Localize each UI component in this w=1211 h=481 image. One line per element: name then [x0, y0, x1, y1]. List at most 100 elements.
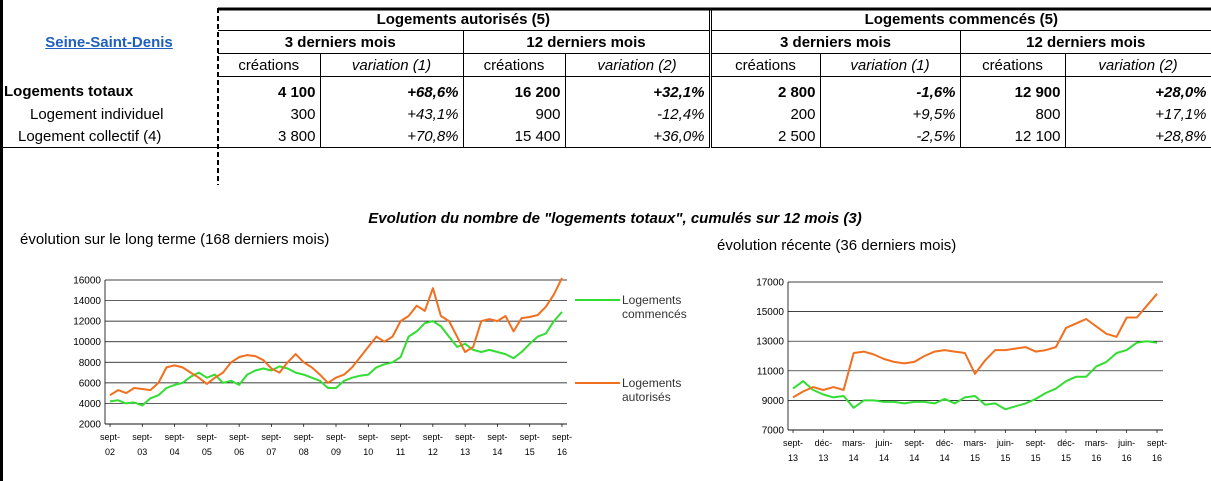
x-tick-label: sept- — [1026, 438, 1046, 448]
chart-subtitle: évolution sur le long terme (168 dernier… — [20, 231, 329, 248]
cell: +17,1% — [1065, 103, 1211, 125]
x-tick-label: sept- — [165, 432, 185, 442]
x-tick-label: sept- — [455, 432, 475, 442]
y-tick-label: 16000 — [73, 276, 101, 287]
x-tick-label: 06 — [234, 447, 244, 457]
x-tick-label: 03 — [137, 447, 147, 457]
x-tick-label: sept- — [229, 432, 249, 442]
x-tick-label: sept- — [358, 432, 378, 442]
cell: 2 500 — [708, 125, 821, 148]
period-header: 3 derniers mois — [708, 30, 961, 54]
row: Logement individuel 300 +43,1% 900 -12,4% 200… — [0, 103, 1211, 125]
x-tick-label: sept- — [391, 432, 411, 442]
y-tick-label: 8000 — [79, 358, 102, 369]
y-tick-label: 7000 — [762, 426, 785, 437]
charts-title: Evolution du nombre de "logements totaux… — [368, 210, 861, 227]
x-tick-label: 14 — [849, 453, 859, 463]
series-line — [109, 277, 563, 397]
cell: 2 800 — [708, 76, 821, 103]
legend-label: Logements commencés — [622, 293, 687, 321]
x-tick-label: sept- — [100, 432, 120, 442]
cell: 4 100 — [218, 76, 321, 103]
y-tick-label: 15000 — [756, 307, 784, 318]
cell: +32,1% — [565, 76, 711, 103]
x-tick-label: mars- — [964, 438, 987, 448]
series-line — [109, 311, 563, 407]
x-tick-label: 15 — [970, 453, 980, 463]
x-tick-label: 15 — [525, 447, 535, 457]
row-label: Logements totaux — [4, 83, 134, 101]
x-tick-label: 16 — [1152, 453, 1162, 463]
column-header: créations — [960, 53, 1066, 77]
period-header: 12 derniers mois — [960, 30, 1211, 54]
x-tick-label: 08 — [299, 447, 309, 457]
x-tick-label: sept- — [487, 432, 507, 442]
column-header: variation (2) — [1065, 53, 1211, 77]
cell: 16 200 — [463, 76, 566, 103]
column-header: variation (2) — [565, 53, 711, 77]
x-tick-label: 14 — [940, 453, 950, 463]
cell: -2,5% — [820, 125, 961, 148]
cell: +36,0% — [565, 125, 711, 148]
cell: 300 — [218, 103, 321, 125]
x-tick-label: 15 — [1000, 453, 1010, 463]
y-tick-label: 14000 — [73, 296, 101, 307]
period-header: 3 derniers mois — [218, 30, 464, 54]
x-tick-label: juin- — [874, 438, 892, 448]
cell: 12 900 — [960, 76, 1066, 103]
row: Logements totaux 4 100 +68,6% 16 200 +32,1% 2… — [0, 76, 1211, 103]
cell: -12,4% — [565, 103, 711, 125]
y-tick-label: 4000 — [79, 399, 102, 410]
y-tick-label: 9000 — [762, 396, 785, 407]
x-tick-label: déc- — [815, 438, 833, 448]
row-label: Logement individuel — [30, 105, 164, 123]
x-tick-label: sept- — [261, 432, 281, 442]
x-tick-label: sept- — [294, 432, 314, 442]
y-tick-label: 13000 — [756, 337, 784, 348]
region-link[interactable]: Seine-Saint-Denis — [45, 33, 173, 51]
cell: 800 — [960, 103, 1066, 125]
x-tick-label: déc- — [936, 438, 954, 448]
cell: +28,8% — [1065, 125, 1211, 148]
x-tick-label: 13 — [818, 453, 828, 463]
cell: 15 400 — [463, 125, 566, 148]
y-tick-label: 11000 — [757, 366, 785, 377]
x-tick-label: sept- — [552, 432, 572, 442]
x-tick-label: sept- — [904, 438, 924, 448]
column-header: variation (1) — [820, 53, 961, 77]
cell: -1,6% — [820, 76, 961, 103]
cell: +28,0% — [1065, 76, 1211, 103]
y-tick-label: 6000 — [79, 378, 102, 389]
cell: 900 — [463, 103, 566, 125]
x-tick-label: déc- — [1057, 438, 1075, 448]
column-header: créations — [463, 53, 566, 77]
period-header: 12 derniers mois — [463, 30, 710, 54]
x-tick-label: 13 — [460, 447, 470, 457]
x-tick-label: 10 — [363, 447, 373, 457]
x-tick-label: sept- — [197, 432, 217, 442]
x-tick-label: 11 — [396, 447, 405, 457]
cell: +68,6% — [320, 76, 464, 103]
x-tick-label: mars- — [842, 438, 865, 448]
x-tick-label: sept- — [520, 432, 540, 442]
cell: 12 100 — [960, 125, 1066, 148]
x-tick-label: juin- — [996, 438, 1014, 448]
column-header: créations — [708, 53, 821, 77]
x-tick-label: 15 — [1031, 453, 1041, 463]
chart-subtitle: évolution récente (36 derniers mois) — [717, 237, 956, 254]
x-tick-label: sept- — [132, 432, 152, 442]
x-tick-label: 04 — [170, 447, 180, 457]
x-tick-label: 14 — [909, 453, 919, 463]
y-tick-label: 10000 — [73, 337, 101, 348]
x-tick-label: 12 — [428, 447, 438, 457]
series-line — [792, 293, 1158, 399]
row-label: Logement collectif (4) — [0, 125, 218, 148]
x-tick-label: 15 — [1061, 453, 1071, 463]
x-tick-label: 16 — [557, 447, 567, 457]
cell: 3 800 — [218, 125, 321, 148]
x-tick-label: sept- — [326, 432, 346, 442]
cell: +43,1% — [320, 103, 464, 125]
x-tick-label: 14 — [879, 453, 889, 463]
